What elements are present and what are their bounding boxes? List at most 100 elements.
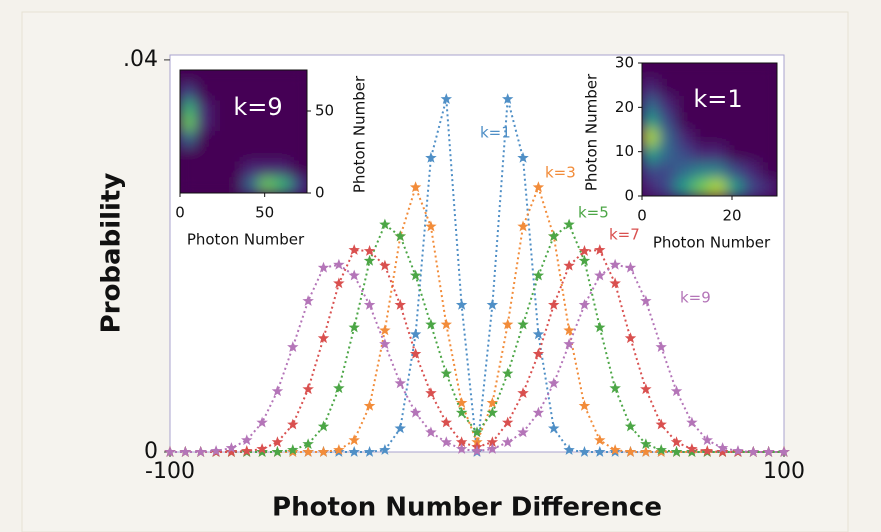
y-tick-label: 0	[624, 187, 634, 205]
heatmap-cell	[658, 162, 677, 180]
heatmap-cell	[227, 161, 244, 179]
star-marker	[363, 245, 376, 256]
heatmap-cell	[274, 161, 292, 179]
star-marker	[409, 348, 422, 359]
heatmap-cell	[290, 115, 307, 132]
star-marker	[686, 416, 698, 428]
star-marker	[609, 277, 621, 289]
heatmap-cell	[195, 100, 213, 117]
heatmap-cell	[675, 178, 694, 196]
star-marker	[256, 443, 268, 454]
heatmap-cell	[675, 63, 694, 81]
heatmap-cell	[290, 100, 307, 117]
series-label: k=1	[480, 124, 511, 142]
heatmap-cell	[709, 95, 727, 114]
star-marker	[455, 443, 468, 454]
series-line	[170, 249, 784, 453]
heatmap-blur	[642, 63, 777, 196]
star-marker	[548, 377, 560, 389]
heatmap-cell	[709, 129, 727, 147]
y-tick-label: 30	[615, 54, 634, 72]
heatmap-cell	[274, 146, 292, 163]
star-marker	[455, 397, 468, 408]
star-marker	[425, 387, 437, 398]
heatmap-cell	[290, 84, 307, 102]
star-marker	[655, 418, 667, 430]
star-marker	[563, 338, 575, 349]
heatmap-cell	[742, 95, 761, 114]
heatmap-cell	[211, 146, 229, 163]
heatmap-cell	[642, 162, 660, 180]
heatmap-cell	[180, 100, 197, 117]
heatmap-cell	[243, 131, 260, 148]
star-marker	[701, 434, 713, 446]
heatmap-cell	[195, 84, 213, 102]
star-marker	[578, 399, 591, 411]
heatmap-cell	[290, 131, 307, 148]
star-marker	[624, 446, 637, 457]
series-label: k=9	[680, 289, 711, 307]
star-marker	[363, 254, 376, 266]
star-marker	[164, 446, 176, 457]
heatmap-cells	[180, 70, 307, 193]
star-marker	[609, 444, 621, 455]
star-marker	[502, 318, 514, 330]
heatmap-cell	[675, 162, 694, 180]
star-marker	[548, 299, 560, 310]
star-marker	[409, 406, 422, 418]
star-marker	[732, 445, 744, 456]
heatmap-cell	[227, 177, 244, 193]
star-marker	[578, 245, 591, 256]
heatmap-cell	[195, 161, 213, 179]
heatmap-cell	[290, 70, 307, 86]
heatmap-cell	[227, 146, 244, 163]
star-marker	[440, 93, 452, 104]
heatmap-cell	[692, 162, 710, 180]
heatmap-cell	[274, 115, 292, 132]
heatmap-cell	[709, 162, 727, 180]
heatmap-cell	[658, 129, 677, 147]
star-marker	[348, 244, 360, 255]
star-marker	[502, 416, 514, 428]
heatmap-cell	[195, 131, 213, 148]
star-marker	[563, 444, 575, 455]
heatmap-cell	[642, 95, 660, 114]
star-marker	[440, 416, 452, 428]
heatmap-cell	[692, 63, 710, 81]
heatmap-cell	[725, 79, 744, 97]
star-marker	[532, 269, 545, 281]
star-marker	[486, 299, 499, 310]
heatmap-cell	[642, 79, 660, 97]
star-marker	[502, 367, 514, 379]
heatmap-cell	[675, 112, 694, 130]
heatmap-cell	[658, 79, 677, 97]
heatmap-cell	[274, 84, 292, 102]
star-marker	[548, 230, 560, 242]
heatmap-cell	[658, 95, 677, 114]
star-marker	[271, 446, 284, 457]
star-marker	[409, 181, 422, 193]
heatmap-cell	[742, 145, 761, 164]
star-marker	[333, 277, 345, 289]
heatmap-cell	[759, 112, 777, 130]
inset-frame	[179, 69, 308, 194]
x-axis-title: Photon Number Difference	[272, 493, 662, 523]
heatmap-cell	[195, 115, 213, 132]
heatmap-cell	[658, 145, 677, 164]
heatmap-cell	[658, 178, 677, 196]
heatmap-cell	[675, 129, 694, 147]
heatmap-cell	[211, 131, 229, 148]
y-axis-title: Probability	[97, 173, 127, 334]
x-tick-label: 50	[255, 204, 274, 222]
star-marker	[317, 420, 330, 432]
heatmap-cell	[211, 100, 229, 117]
star-marker	[502, 93, 514, 104]
heatmap-cell	[243, 115, 260, 132]
y-tick-label: 0	[144, 439, 158, 464]
star-marker	[471, 426, 483, 438]
heatmap-cell	[180, 84, 197, 102]
star-marker	[409, 328, 422, 340]
star-marker	[425, 426, 437, 438]
star-marker	[195, 446, 207, 457]
